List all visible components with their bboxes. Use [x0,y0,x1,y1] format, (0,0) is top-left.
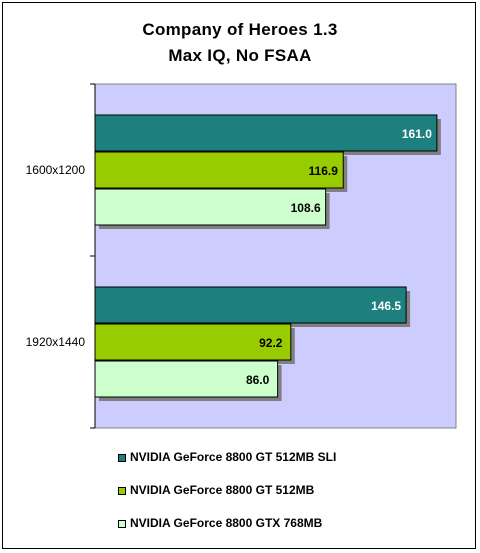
bar [94,151,344,189]
legend-swatch [118,520,126,528]
category-tick-label: 1600x1200 [26,163,86,177]
data-label: 86.0 [246,373,270,387]
bar [94,360,279,398]
data-label: 92.2 [259,336,283,350]
data-label: 108.6 [291,201,321,215]
bar [94,188,327,226]
legend-label: NVIDIA GeForce 8800 GT 512MB [130,483,315,497]
legend-label: NVIDIA GeForce 8800 GTX 768MB [130,516,323,530]
legend-swatch [118,454,126,462]
legend-swatch [118,487,126,495]
category-tick-label: 1920x1440 [26,335,86,349]
legend-label: NVIDIA GeForce 8800 GT 512MB SLI [130,450,337,464]
data-label: 116.9 [309,164,339,178]
data-label: 161.0 [402,127,432,141]
bar [94,114,438,152]
chart-subtitle: Max IQ, No FSAA [168,46,312,65]
chart-title: Company of Heroes 1.3 [142,20,338,39]
bar [94,286,407,324]
bar [94,323,292,361]
data-label: 146.5 [371,299,401,313]
